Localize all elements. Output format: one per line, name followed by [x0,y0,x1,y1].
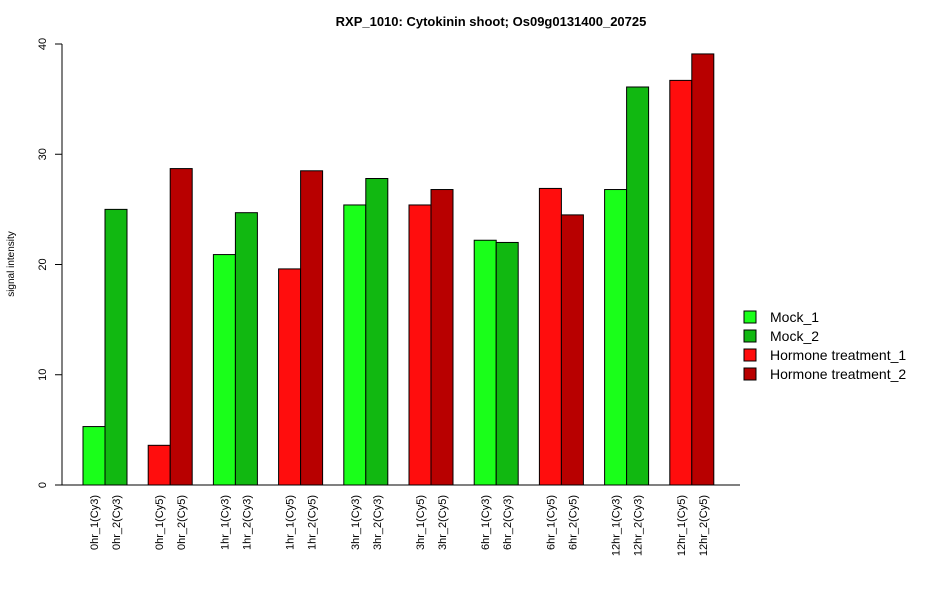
legend: Mock_1 Mock_2 Hormone treatment_1 Hormone t… [743,309,906,382]
y-axis-label: signal intensity [6,231,17,297]
x-tick-label: 1hr_2(Cy5) [307,495,319,550]
bar [343,204,367,486]
bar [560,214,584,486]
bar [430,189,454,486]
x-tick-label: 6hr_1(Cy3) [480,495,492,550]
bar [473,239,497,486]
x-tick-label: 6hr_2(Cy5) [567,495,579,550]
legend-swatch [743,367,757,381]
bar [147,444,171,486]
bar [104,208,128,486]
y-axis: 0 10 20 30 40 [37,38,63,488]
bar [538,187,562,486]
y-tick-label: 30 [37,148,49,160]
x-tick-labels: 0hr_1(Cy3) 0hr_2(Cy3) 0hr_1(Cy5) 0hr_2(Cy5)… [89,495,710,556]
bar [234,212,258,486]
y-tick-label: 40 [37,38,49,50]
x-tick-label: 0hr_2(Cy5) [176,495,188,550]
x-tick-label: 3hr_1(Cy5) [415,495,427,550]
chart-title: RXP_1010: Cytokinin shoot; Os09g0131400_… [336,14,647,29]
bar [495,241,519,486]
bar [408,204,432,486]
bar [300,170,324,486]
legend-swatch [743,348,757,362]
bar [604,189,628,486]
bar [691,53,715,486]
legend-label: Hormone treatment_1 [770,347,906,363]
y-tick-label: 20 [37,258,49,270]
x-tick-label: 6hr_2(Cy3) [502,495,514,550]
x-tick-label: 1hr_1(Cy5) [285,495,297,550]
x-tick-label: 6hr_1(Cy5) [545,495,557,550]
bar [82,426,106,486]
bar [669,79,693,486]
bar [169,168,193,486]
x-tick-label: 3hr_2(Cy5) [437,495,449,550]
bar [278,268,302,486]
x-tick-label: 3hr_2(Cy3) [372,495,384,550]
x-tick-label: 3hr_1(Cy3) [350,495,362,550]
x-tick-label: 1hr_2(Cy3) [241,495,253,550]
x-tick-label: 1hr_1(Cy3) [219,495,231,550]
y-tick-label: 10 [37,369,49,381]
bar [626,86,650,486]
x-tick-label: 0hr_2(Cy3) [111,495,123,550]
x-tick-label: 12hr_2(Cy5) [698,495,710,556]
bar [365,178,389,486]
y-tick-label: 0 [37,482,49,488]
legend-swatch [743,310,757,324]
x-tick-label: 0hr_1(Cy5) [154,495,166,550]
x-tick-label: 12hr_1(Cy3) [611,495,623,556]
bar [212,254,236,486]
legend-label: Hormone treatment_2 [770,366,906,382]
legend-label: Mock_2 [770,328,819,344]
legend-swatch [743,329,757,343]
legend-label: Mock_1 [770,309,819,325]
x-tick-label: 12hr_1(Cy5) [676,495,688,556]
bars [82,53,715,486]
x-tick-label: 12hr_2(Cy3) [633,495,645,556]
x-tick-label: 0hr_1(Cy3) [89,495,101,550]
